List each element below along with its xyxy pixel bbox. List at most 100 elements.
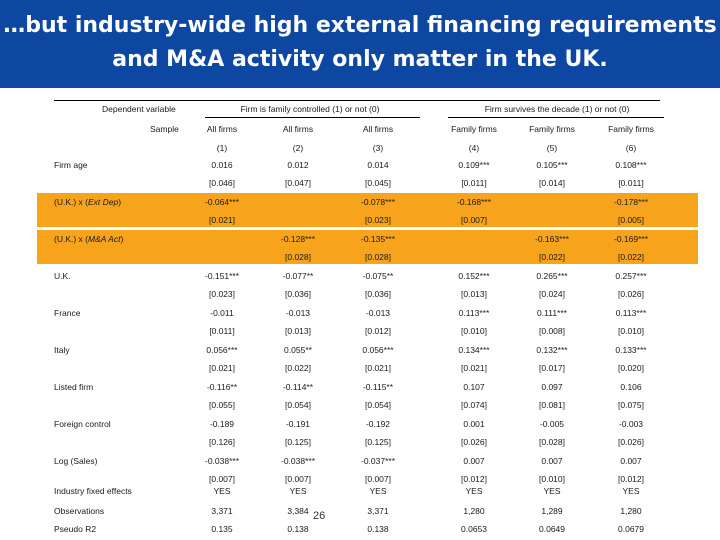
page-number: 26 xyxy=(313,510,326,522)
standard-error-cell: [0.126] xyxy=(209,437,235,447)
standard-error-cell: [0.054] xyxy=(285,400,311,410)
coefficient-cell: -0.163*** xyxy=(534,234,570,244)
standard-error-cell: [0.125] xyxy=(365,437,391,447)
standard-error-cell: [0.010] xyxy=(461,326,487,336)
title-bar: …but industry-wide high external financi… xyxy=(0,0,720,88)
footer-value-cell: 0.0649 xyxy=(539,524,565,534)
coefficient-cell: 0.106 xyxy=(620,382,642,392)
coefficient-cell: 0.055** xyxy=(284,345,312,355)
row-label: (U.K.) x (Ext Dep) xyxy=(54,197,122,207)
footer-value-cell: YES xyxy=(543,486,561,496)
standard-error-cell: [0.011] xyxy=(618,178,644,188)
coefficient-cell: 0.012 xyxy=(287,160,309,170)
standard-error-cell: [0.013] xyxy=(285,326,311,336)
standard-error-cell: [0.081] xyxy=(539,400,565,410)
standard-error-cell: [0.074] xyxy=(461,400,487,410)
row-label: Italy xyxy=(54,345,70,355)
coefficient-cell: 0.105*** xyxy=(536,160,568,170)
group2-header: Firm survives the decade (1) or not (0) xyxy=(484,104,630,114)
standard-error-cell: [0.011] xyxy=(461,178,487,188)
standard-error-cell: [0.021] xyxy=(365,363,391,373)
coefficient-cell: 0.265*** xyxy=(536,271,568,281)
standard-error-cell: [0.013] xyxy=(461,289,487,299)
standard-error-cell: [0.014] xyxy=(539,178,565,188)
coefficient-cell: 0.134*** xyxy=(458,345,490,355)
standard-error-cell: [0.055] xyxy=(209,400,235,410)
coefficient-cell: -0.116** xyxy=(206,382,238,392)
standard-error-cell: [0.012] xyxy=(461,474,487,484)
column-number-2: (2) xyxy=(292,143,304,153)
footer-value-cell: 1,280 xyxy=(620,506,642,516)
coefficient-cell: 0.007 xyxy=(620,456,642,466)
footer-value-cell: 3,384 xyxy=(287,506,309,516)
standard-error-cell: [0.125] xyxy=(285,437,311,447)
standard-error-cell: [0.020] xyxy=(618,363,644,373)
coefficient-cell: -0.114** xyxy=(282,382,314,392)
coefficient-cell: 0.001 xyxy=(463,419,485,429)
dependent-variable-label: Dependent variable xyxy=(102,104,176,114)
sample-header-5: Family firms xyxy=(529,124,575,134)
standard-error-cell: [0.036] xyxy=(285,289,311,299)
standard-error-cell: [0.026] xyxy=(618,437,644,447)
coefficient-cell: -0.011 xyxy=(210,308,234,318)
coefficient-cell: -0.038*** xyxy=(280,456,316,466)
sample-label: Sample xyxy=(150,124,179,134)
standard-error-cell: [0.047] xyxy=(285,178,311,188)
coefficient-cell: -0.064*** xyxy=(204,197,240,207)
footer-value-cell: 0.138 xyxy=(287,524,309,534)
coefficient-cell: 0.007 xyxy=(541,456,563,466)
coefficient-cell: 0.111*** xyxy=(537,308,567,318)
coefficient-cell: -0.013 xyxy=(365,308,391,318)
standard-error-cell: [0.007] xyxy=(461,215,487,225)
slide-title-line-1: …but industry-wide high external financi… xyxy=(3,13,717,38)
standard-error-cell: [0.021] xyxy=(209,215,235,225)
highlight-ma-act xyxy=(37,230,698,264)
standard-error-cell: [0.017] xyxy=(539,363,565,373)
column-number-4: (4) xyxy=(468,143,480,153)
footer-value-cell: 0.0653 xyxy=(461,524,487,534)
coefficient-cell: -0.169*** xyxy=(613,234,649,244)
coefficient-cell: 0.109*** xyxy=(458,160,490,170)
sample-header-3: All firms xyxy=(362,124,394,134)
coefficient-cell: 0.133*** xyxy=(615,345,647,355)
coefficient-cell: -0.115** xyxy=(362,382,394,392)
coefficient-cell: 0.257*** xyxy=(615,271,647,281)
footer-value-cell: 0.135 xyxy=(211,524,233,534)
coefficient-cell: -0.135*** xyxy=(360,234,396,244)
standard-error-cell: [0.023] xyxy=(209,289,235,299)
coefficient-cell: -0.003 xyxy=(618,419,644,429)
column-number-1: (1) xyxy=(216,143,228,153)
coefficient-cell: 0.152*** xyxy=(458,271,490,281)
coefficient-cell: -0.078*** xyxy=(360,197,396,207)
standard-error-cell: [0.010] xyxy=(539,474,565,484)
standard-error-cell: [0.007] xyxy=(209,474,235,484)
slide-title-line-2: and M&A activity only matter in the UK. xyxy=(112,47,608,72)
footer-value-cell: 1,280 xyxy=(463,506,485,516)
coefficient-cell: 0.132*** xyxy=(536,345,568,355)
standard-error-cell: [0.012] xyxy=(618,474,644,484)
standard-error-cell: [0.008] xyxy=(539,326,565,336)
row-label: U.K. xyxy=(54,271,71,281)
coefficient-cell: -0.192 xyxy=(365,419,391,429)
standard-error-cell: [0.046] xyxy=(209,178,235,188)
standard-error-cell: [0.010] xyxy=(618,326,644,336)
row-label: Firm age xyxy=(54,160,88,170)
row-label: France xyxy=(54,308,81,318)
coefficient-cell: 0.056*** xyxy=(206,345,238,355)
sample-header-1: All firms xyxy=(206,124,238,134)
standard-error-cell: [0.012] xyxy=(365,326,391,336)
sample-header-4: Family firms xyxy=(451,124,497,134)
coefficient-cell: 0.016 xyxy=(211,160,233,170)
row-label: Listed firm xyxy=(54,382,94,392)
coefficient-cell: -0.013 xyxy=(285,308,311,318)
standard-error-cell: [0.075] xyxy=(618,400,644,410)
standard-error-cell: [0.026] xyxy=(461,437,487,447)
footer-value-cell: 0.138 xyxy=(367,524,389,534)
footer-value-cell: YES xyxy=(289,486,307,496)
standard-error-cell: [0.022] xyxy=(285,363,311,373)
footer-value-cell: YES xyxy=(213,486,231,496)
standard-error-cell: [0.054] xyxy=(365,400,391,410)
standard-error-cell: [0.011] xyxy=(209,326,235,336)
standard-error-cell: [0.028] xyxy=(539,437,565,447)
standard-error-cell: [0.045] xyxy=(365,178,391,188)
